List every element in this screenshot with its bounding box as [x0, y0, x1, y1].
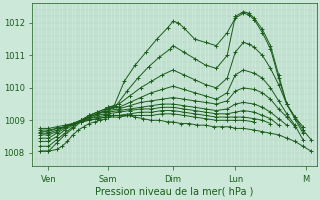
X-axis label: Pression niveau de la mer( hPa ): Pression niveau de la mer( hPa ) [95, 187, 253, 197]
